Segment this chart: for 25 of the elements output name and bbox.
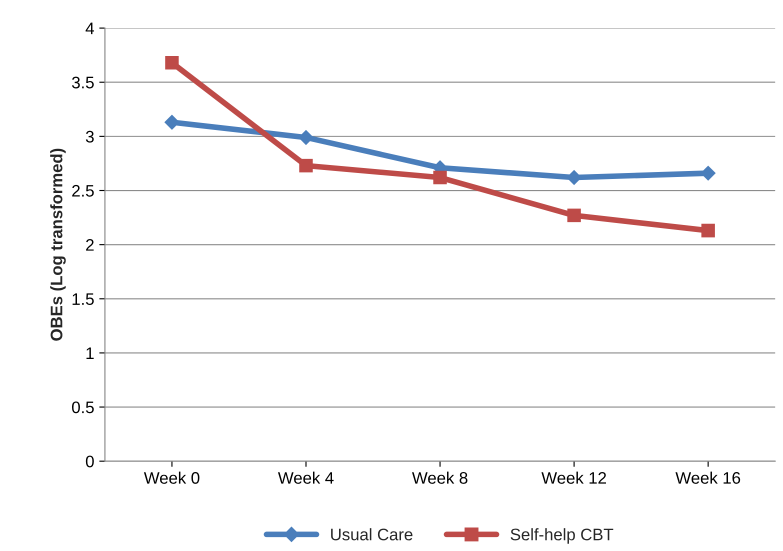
- point: [433, 170, 447, 184]
- y-tick-label: 3.5: [72, 76, 94, 88]
- y-tick-label: 4: [86, 22, 94, 34]
- point: [701, 224, 715, 238]
- x-tick-label: Week 0: [144, 472, 200, 484]
- y-tick-label: 0.5: [72, 401, 94, 414]
- point: [298, 130, 314, 145]
- legend-label: Usual Care: [331, 528, 412, 540]
- point: [165, 56, 179, 70]
- y-tick-label: 2.5: [72, 184, 94, 197]
- y-tick-label: 0: [86, 456, 94, 468]
- legend-label: Self-help CBT: [510, 528, 614, 544]
- y-tick-label: 3: [86, 130, 94, 143]
- y-tick-label: 1: [86, 347, 94, 359]
- point: [566, 170, 582, 185]
- x-tick-label: Week 12: [541, 472, 606, 484]
- point: [164, 114, 180, 130]
- y-tick-label: 2: [86, 239, 94, 251]
- point: [567, 208, 581, 222]
- x-tick-label: Week 8: [412, 472, 468, 484]
- y-axis-title: OBEs (Log transformed): [50, 148, 66, 341]
- x-tick-label: Week 4: [278, 472, 334, 484]
- y-tick-label: 1.5: [72, 293, 94, 305]
- x-tick-label: Week 16: [675, 472, 740, 484]
- point: [299, 158, 313, 172]
